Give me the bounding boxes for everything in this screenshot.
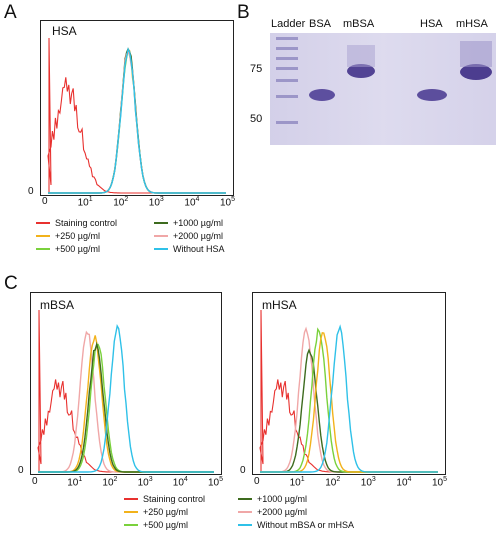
lane-label-bsa: BSA [309,18,332,30]
legend-swatch [36,222,50,224]
panel-c-right-x-ticks: 0 101 102 103 104 105 [252,476,448,492]
x-tick-label: 105 [432,476,448,489]
legend-swatch [154,235,168,237]
panel-c-left-title: mBSA [40,298,75,312]
legend-swatch [124,524,138,526]
series-line--250-g-ml [260,331,438,473]
ladder-bands [276,37,298,124]
legend-label: +250 µg/ml [143,507,188,517]
legend-label: +250 µg/ml [55,231,100,241]
x-tick-label: 101 [77,196,93,209]
legend-swatch [154,248,168,250]
mhsa-band [460,64,492,80]
legend-swatch [124,498,138,500]
lane-label-mhsa: mHSA [456,18,488,30]
legend-item: +250 µg/ml [36,231,100,241]
legend-item: +1000 µg/ml [238,494,307,504]
series-line-without-hsa [48,47,226,194]
panel-a-y-zero: 0 [28,186,34,197]
legend-label: +1000 µg/ml [257,494,307,504]
panel-c-right-plot-frame [252,292,446,475]
panel-c-right-title: mHSA [262,298,297,312]
x-tick-label: 105 [208,476,224,489]
legend-item: +500 µg/ml [36,244,100,254]
legend-item: Without HSA [154,244,225,254]
legend-label: Staining control [55,218,118,228]
panel-c-left-plot-frame [30,292,222,475]
panel-c-right-histogram [259,309,438,473]
legend-item: +2000 µg/ml [238,507,307,517]
legend-swatch [238,498,252,500]
lane-label-hsa: HSA [420,18,443,30]
panel-c-letter: C [4,273,18,294]
bsa-band [309,89,335,101]
legend-label: +500 µg/ml [55,244,100,254]
legend-item: +500 µg/ml [124,520,188,530]
legend-label: Without HSA [173,244,225,254]
x-tick-label: 102 [102,476,118,489]
legend-item: Without mBSA or mHSA [238,520,354,530]
lane-label-mbsa: mBSA [343,18,375,30]
panel-a-plot-frame [40,20,234,196]
legend-item: Staining control [36,218,117,228]
legend-item: +1000 µg/ml [154,218,223,228]
legend-swatch [154,222,168,224]
panel-c-right-y-zero: 0 [240,465,246,476]
x-tick-label: 0 [42,196,48,207]
x-tick-label: 101 [67,476,83,489]
panel-c-left-x-ticks: 0 101 102 103 104 105 [30,476,224,492]
x-tick-label: 104 [184,196,200,209]
legend-label: Without mBSA or mHSA [257,520,355,530]
legend-label: Staining control [143,494,206,504]
series-line-without-mbsa-or-mhsa [38,324,214,473]
x-tick-label: 103 [360,476,376,489]
panel-c-left-histogram [37,309,214,473]
x-tick-label: 104 [396,476,412,489]
legend-label: +2000 µg/ml [257,507,307,517]
series-line-staining-control [259,309,438,473]
gel-image [270,33,496,145]
panel-b-letter: B [237,2,250,23]
x-tick-label: 0 [254,476,260,487]
x-tick-label: 105 [220,196,236,209]
legend-label: +2000 µg/ml [173,231,223,241]
legend-swatch [238,524,252,526]
lane-label-ladder: Ladder [271,18,306,30]
legend-item: Staining control [124,494,205,504]
x-tick-label: 103 [137,476,153,489]
legend-item: +250 µg/ml [124,507,188,517]
hsa-band [417,89,447,101]
series-line--2000-g-ml [260,326,438,473]
x-tick-label: 101 [289,476,305,489]
legend-label: +1000 µg/ml [173,218,223,228]
legend-swatch [124,511,138,513]
x-tick-label: 104 [172,476,188,489]
panel-a-x-ticks: 0 101 102 103 104 105 [40,196,236,212]
x-tick-label: 103 [148,196,164,209]
mbsa-band [347,64,375,78]
panel-a-histogram [47,37,226,194]
x-tick-label: 0 [32,476,38,487]
panel-c-left-y-zero: 0 [18,465,24,476]
panel-a-letter: A [4,2,17,23]
legend-swatch [238,511,252,513]
series-line-without-mbsa-or-mhsa [260,324,438,473]
legend-swatch [36,235,50,237]
series-line-staining-control [37,309,214,473]
series-line--500-g-ml [260,327,438,473]
legend-item: +2000 µg/ml [154,231,223,241]
mw-marker-50: 50 [250,113,263,125]
x-tick-label: 102 [113,196,129,209]
legend-label: +500 µg/ml [143,520,188,530]
x-tick-label: 102 [325,476,341,489]
panel-a-title: HSA [52,24,77,38]
mw-marker-75: 75 [250,63,263,75]
legend-swatch [36,248,50,250]
